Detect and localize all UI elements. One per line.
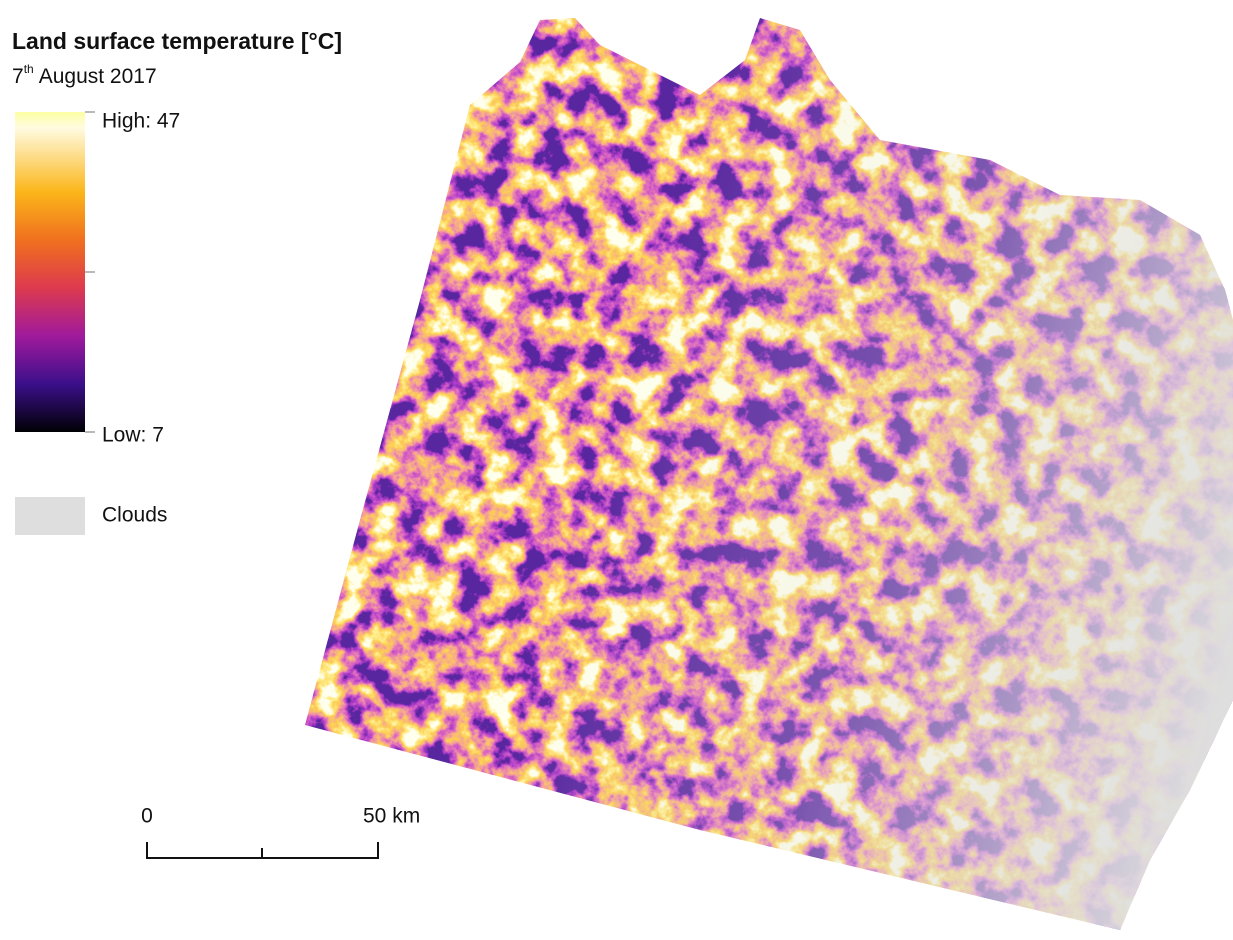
scale-start: 0 (141, 805, 153, 828)
date-rest: August 2017 (39, 65, 157, 88)
scale-end: 50 km (363, 805, 420, 828)
date-suffix: th (24, 62, 34, 76)
scale-bar (147, 842, 378, 858)
color-bar (15, 112, 85, 432)
cloud-swatch (15, 497, 85, 535)
map-title: Land surface temperature [°C] (12, 28, 342, 54)
page: Land surface temperature [°C] 7th August … (0, 0, 1233, 940)
map: Land surface temperature [°C] 7th August … (0, 0, 1233, 940)
map-date: 7th August 2017 (12, 62, 157, 87)
clouds (300, 0, 1233, 940)
date-day: 7 (12, 65, 24, 88)
temperature-raster (300, 0, 1233, 940)
legend-low: Low: 7 (102, 424, 164, 447)
legend-high: High: 47 (102, 110, 180, 133)
legend-clouds: Clouds (102, 504, 167, 527)
cloud-layer (300, 0, 1233, 940)
